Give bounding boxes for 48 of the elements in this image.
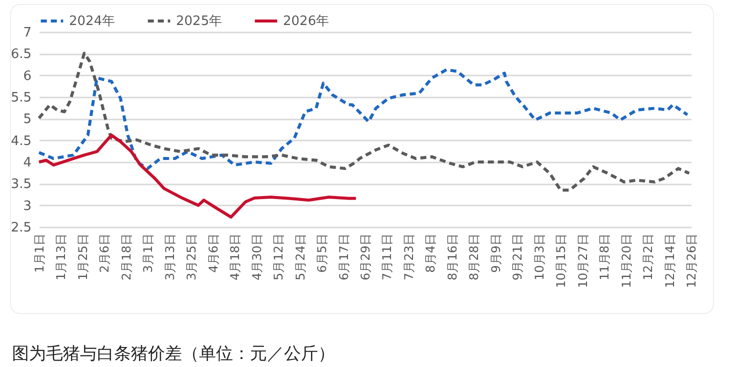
x-tick-label: 11月20日 <box>619 234 634 288</box>
x-tick-label: 5月12日 <box>272 234 286 280</box>
x-tick-label: 5月24日 <box>293 234 308 280</box>
text: 图为毛猪与白条猪价差（单位：元／公斤） <box>12 343 335 365</box>
x-tick-label: 4月6日 <box>206 234 220 273</box>
x-tick-label: 3月1日 <box>141 234 156 273</box>
y-tick-label: 4.5 <box>10 134 32 149</box>
legend-label: 2026年 <box>283 14 330 29</box>
x-tick-label: 10月15日 <box>554 234 568 288</box>
y-tick-label: 5.5 <box>10 90 32 106</box>
x-tick-label: 9月9日 <box>488 234 503 273</box>
x-tick-label: 4月18日 <box>228 234 242 280</box>
x-tick-label: 4月30日 <box>250 234 264 280</box>
y-tick-label: 5 <box>23 112 32 128</box>
x-tick-label: 1月1日 <box>32 234 46 273</box>
x-tick-label: 8月28日 <box>467 234 482 280</box>
x-tick-label: 2月6日 <box>98 234 112 273</box>
legend-label: 2025年 <box>176 14 222 29</box>
y-tick-label: 4 <box>23 156 32 170</box>
x-tick-label: 9月21日 <box>510 234 525 280</box>
x-tick-label: 10月3日 <box>532 234 546 280</box>
y-tick-label: 7 <box>23 26 32 40</box>
x-tick-label: 1月13日 <box>54 234 68 280</box>
x-tick-label: 7月11日 <box>380 234 394 280</box>
x-tick-label: 12月26日 <box>684 234 698 288</box>
y-tick-label: 6 <box>23 68 32 84</box>
x-tick-label: 6月5日 <box>315 234 330 273</box>
y-tick-label: 3 <box>23 198 32 214</box>
x-tick-label: 11月8日 <box>598 234 612 280</box>
x-tick-label: 6月29日 <box>358 234 372 280</box>
y-tick-label: 3.5 <box>10 177 32 192</box>
line-series <box>38 134 358 219</box>
x-tick-label: 3月13日 <box>162 234 177 280</box>
x-tick-label: 3月25日 <box>184 234 199 280</box>
x-tick-label: 12月2日 <box>641 234 656 280</box>
x-tick-label: 1月25日 <box>76 234 90 280</box>
x-tick-label: 7月23日 <box>402 234 416 280</box>
x-tick-label: 6月17日 <box>336 234 351 280</box>
x-tick-label: 12月14日 <box>662 234 677 288</box>
line-series <box>38 52 691 192</box>
x-tick-label: 10月27日 <box>576 234 590 288</box>
line-series <box>38 68 689 170</box>
legend-label: 2024年 <box>69 14 116 29</box>
y-tick-label: 2.5 <box>10 220 32 236</box>
x-tick-label: 2月18日 <box>119 234 134 280</box>
y-tick-label: 6.5 <box>10 47 32 62</box>
x-tick-label: 8月4日 <box>424 234 438 273</box>
x-tick-label: 8月16日 <box>445 234 460 280</box>
